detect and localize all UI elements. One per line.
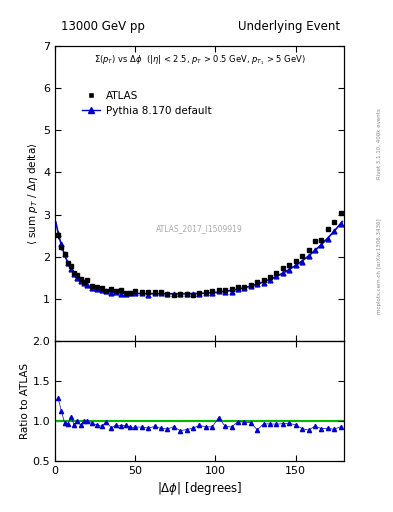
Text: 13000 GeV pp: 13000 GeV pp: [61, 20, 145, 33]
Text: $\Sigma(p_T)$ vs $\Delta\phi$  ($|\eta|$ < 2.5, $p_T$ > 0.5 GeV, $p_{T_1}$ > 5 G: $\Sigma(p_T)$ vs $\Delta\phi$ ($|\eta|$ …: [94, 53, 305, 67]
Text: mcplots.cern.ch [arXiv:1306.3436]: mcplots.cern.ch [arXiv:1306.3436]: [377, 219, 382, 314]
Y-axis label: Ratio to ATLAS: Ratio to ATLAS: [20, 363, 29, 439]
Legend: ATLAS, Pythia 8.170 default: ATLAS, Pythia 8.170 default: [77, 87, 215, 120]
X-axis label: $|\Delta\phi|$ [degrees]: $|\Delta\phi|$ [degrees]: [157, 480, 242, 497]
Text: Underlying Event: Underlying Event: [238, 20, 340, 33]
Text: ATLAS_2017_I1509919: ATLAS_2017_I1509919: [156, 224, 243, 233]
Text: Rivet 3.1.10, 400k events: Rivet 3.1.10, 400k events: [377, 108, 382, 179]
Y-axis label: $\langle$ sum $p_T$ / $\Delta\eta$ delta$\rangle$: $\langle$ sum $p_T$ / $\Delta\eta$ delta…: [26, 142, 40, 245]
